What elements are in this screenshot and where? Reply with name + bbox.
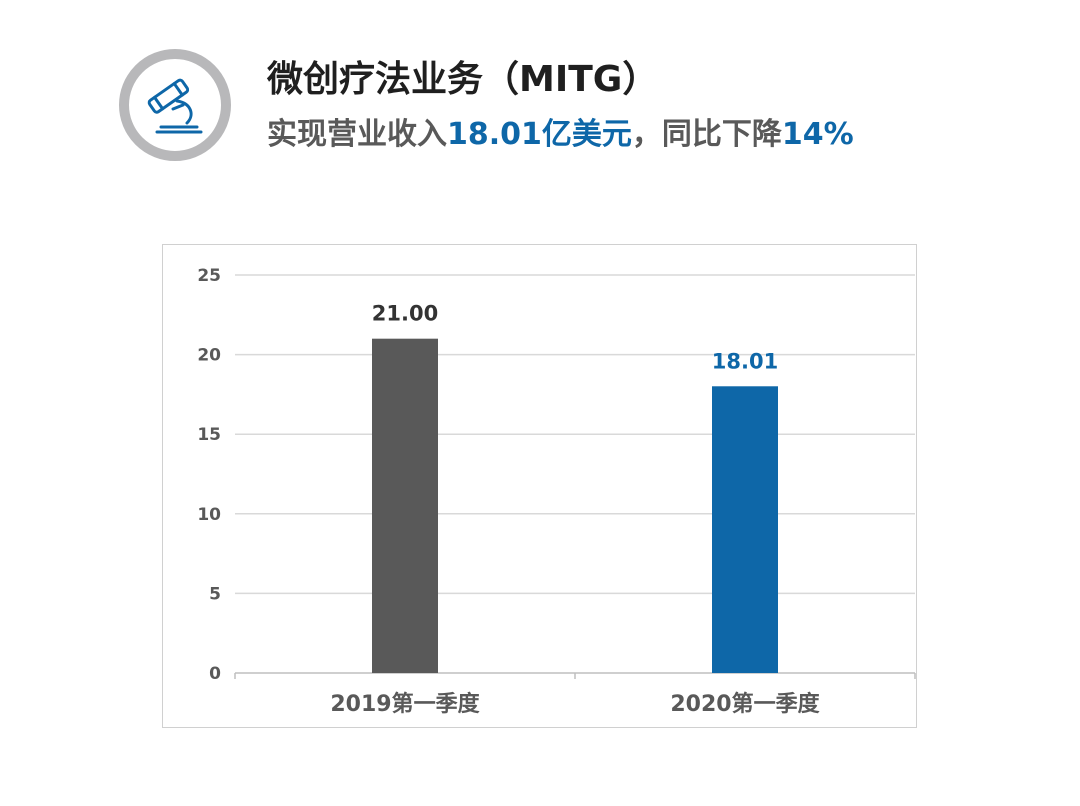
logo-ring (119, 49, 231, 161)
y-tick-label: 5 (209, 584, 221, 604)
data-label: 18.01 (712, 349, 778, 373)
y-tick-label: 20 (197, 346, 221, 366)
bar-chart: 0 5 10 15 20 25 21.00 2019第一季度 18.01 2020第一季度 (197, 266, 916, 717)
y-tick-label: 0 (209, 664, 221, 684)
y-tick-label: 10 (197, 505, 221, 525)
subtitle-text-1: 实现营业收入 (267, 117, 447, 152)
chart-frame: 0 5 10 15 20 25 21.00 2019第一季度 18.01 2020第一季度 (162, 244, 917, 728)
x-tick-label: 2019第一季度 (330, 691, 480, 717)
page-title: 微创疗法业务（MITG） (267, 59, 659, 100)
x-tick-label: 2020第一季度 (670, 691, 820, 717)
data-label: 21.00 (372, 302, 438, 326)
bar (712, 386, 778, 673)
subtitle-highlight-revenue: 18.01亿美元 (447, 117, 632, 152)
bar (372, 338, 438, 673)
page-subtitle: 实现营业收入18.01亿美元，同比下降14% (267, 112, 854, 158)
microscope-logo (119, 49, 231, 161)
y-tick-label: 15 (197, 425, 221, 445)
y-tick-label: 25 (197, 266, 221, 286)
microscope-icon (147, 78, 203, 134)
subtitle-text-2: ，同比下降 (631, 117, 782, 152)
subtitle-highlight-percent: 14% (781, 117, 854, 152)
